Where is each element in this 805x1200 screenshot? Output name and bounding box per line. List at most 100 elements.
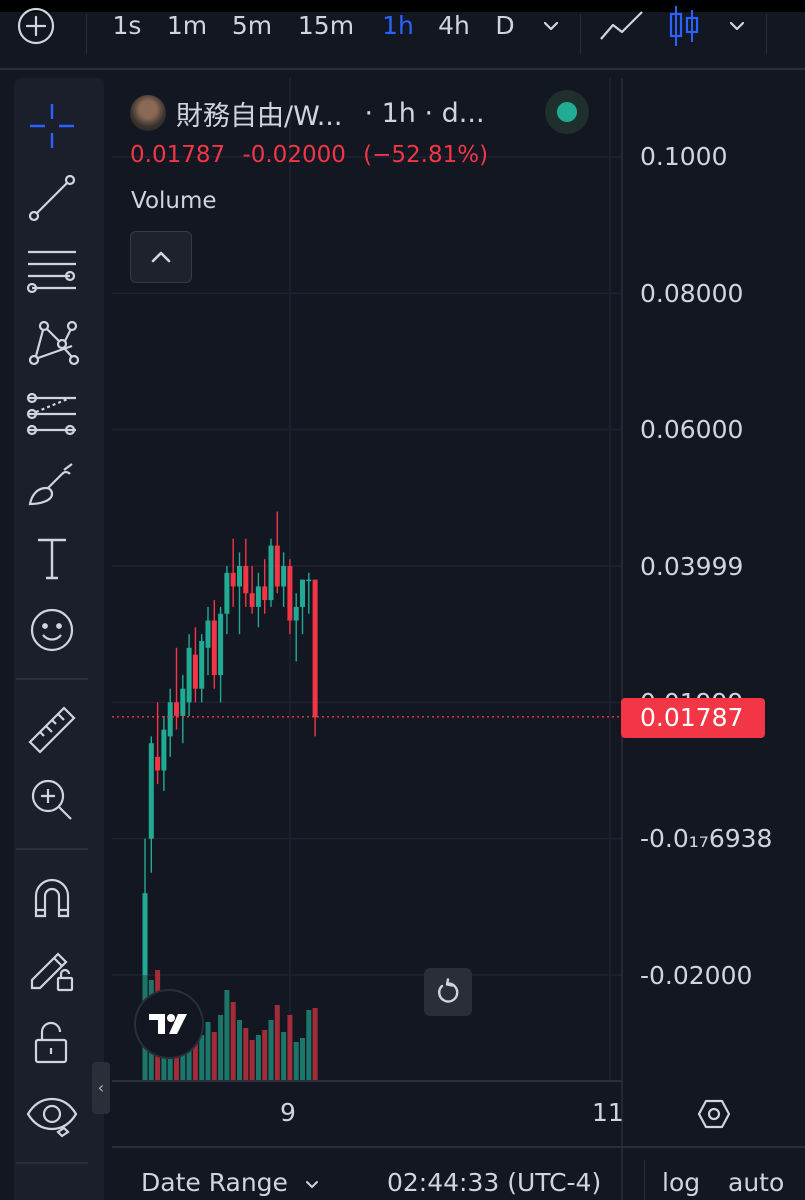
time-axis-label: 11 <box>592 1098 624 1127</box>
chart-type-dropdown-icon[interactable] <box>724 6 750 46</box>
candle-body <box>211 620 217 676</box>
tradingview-logo-icon <box>149 1014 187 1034</box>
lock-drawing-icon[interactable] <box>24 942 80 998</box>
volume-indicator-label[interactable]: Volume <box>131 188 217 214</box>
candle-body <box>300 579 305 607</box>
timeframe-4h[interactable]: 4h <box>438 11 470 40</box>
last-value: 0.01787 <box>130 142 226 168</box>
emoji-icon[interactable] <box>24 602 80 658</box>
auto-scale-toggle[interactable]: auto <box>728 1168 785 1197</box>
drawing-toolbar <box>14 78 104 1200</box>
volume-bar <box>211 1032 217 1080</box>
tradingview-logo[interactable] <box>136 991 202 1057</box>
line-chart-icon[interactable] <box>598 6 646 46</box>
fib-retracement-icon[interactable] <box>24 242 80 298</box>
trend-line-icon[interactable] <box>24 170 80 226</box>
chart-pane[interactable] <box>112 78 805 1200</box>
change-percent: (−52.81%) <box>363 142 489 168</box>
chart-settings-icon[interactable] <box>694 1094 734 1134</box>
volume-bar <box>312 1008 318 1080</box>
candle-body <box>205 620 211 648</box>
toolbar-divider <box>86 14 87 54</box>
symbol-legend[interactable]: 財務自由/W... · 1h · d... <box>130 93 485 133</box>
volume-bar <box>199 1035 205 1080</box>
bottom-bar <box>112 1146 805 1148</box>
timeframe-1h[interactable]: 1h <box>382 11 414 40</box>
price-axis-label: 0.06000 <box>640 415 744 444</box>
volume-bar <box>237 1020 242 1080</box>
magnet-icon[interactable] <box>24 870 80 926</box>
add-symbol-icon[interactable] <box>16 6 56 46</box>
avatar <box>130 95 166 131</box>
log-scale-toggle[interactable]: log <box>662 1168 701 1197</box>
time-axis-label: 9 <box>280 1098 296 1127</box>
volume-bar <box>255 1035 261 1080</box>
volume-bar <box>274 1005 280 1080</box>
ruler-icon[interactable] <box>24 700 80 756</box>
ohlc-values: 0.01787 -0.02000 (−52.81%) <box>130 142 498 168</box>
volume-bar <box>192 1025 198 1080</box>
chevron-up-icon <box>151 251 171 263</box>
change-value: -0.02000 <box>242 142 346 168</box>
timeframe-1m[interactable]: 1m <box>166 11 208 40</box>
candle-body <box>255 586 261 607</box>
date-range-label: Date Range <box>141 1168 288 1197</box>
collapse-sidebar-button[interactable]: ‹ <box>92 1062 110 1114</box>
crosshair-icon[interactable] <box>24 98 80 154</box>
symbol-name: 財務自由/W... <box>176 100 343 132</box>
pattern-icon[interactable] <box>24 314 80 370</box>
volume-bar <box>287 1015 293 1080</box>
volume-bar <box>249 1040 255 1080</box>
clock-display[interactable]: 02:44:33 (UTC-4) <box>387 1168 602 1197</box>
price-axis-label: -0.02000 <box>640 961 753 990</box>
timeframe-D[interactable]: D <box>495 11 515 40</box>
candle-body <box>287 566 293 621</box>
price-axis-label: 0.03999 <box>640 552 744 581</box>
reset-icon <box>438 978 459 1003</box>
volume-bar <box>300 1038 305 1080</box>
candle-body <box>199 640 205 689</box>
timeframe-15m[interactable]: 15m <box>297 11 355 40</box>
chevron-down-icon <box>305 1181 318 1189</box>
lock-icon[interactable] <box>24 1014 80 1070</box>
price-chart[interactable] <box>112 78 805 1200</box>
volume-bar <box>243 1028 249 1080</box>
candle-body <box>224 572 230 614</box>
candle-body <box>274 545 280 587</box>
candles-icon[interactable] <box>666 6 702 46</box>
candle-body <box>167 702 173 737</box>
timeframe-dropdown-icon[interactable] <box>538 6 564 46</box>
prediction-icon[interactable] <box>24 386 80 442</box>
zoom-in-icon[interactable] <box>24 772 80 828</box>
collapse-legend-button[interactable] <box>130 231 192 283</box>
volume-bar <box>230 1002 236 1080</box>
toolbar-divider <box>580 14 581 54</box>
candle-body <box>262 586 268 601</box>
volume-bar <box>218 1015 224 1080</box>
candle-body <box>174 702 179 716</box>
candle-body <box>148 743 154 839</box>
candle-body <box>186 647 192 703</box>
candle-body <box>161 729 167 771</box>
date-range-button[interactable]: Date Range <box>141 1168 322 1197</box>
candle-body <box>192 654 198 689</box>
candle-body <box>281 566 287 587</box>
reset-chart-button[interactable] <box>424 968 472 1016</box>
eye-icon[interactable] <box>24 1086 80 1142</box>
candle-body <box>218 613 224 676</box>
bottom-divider <box>644 1160 645 1200</box>
brush-icon[interactable] <box>24 458 80 514</box>
volume-bar <box>205 1022 211 1080</box>
volume-bar <box>293 1042 299 1080</box>
candle-body <box>155 756 161 771</box>
volume-bar <box>281 1032 287 1080</box>
candle-body <box>249 593 255 607</box>
last-price-label: 0.01787 <box>621 698 765 738</box>
timeframe-5m[interactable]: 5m <box>231 11 273 40</box>
candle-body <box>180 688 186 716</box>
timeframe-1s[interactable]: 1s <box>112 11 142 40</box>
text-icon[interactable] <box>24 530 80 586</box>
volume-bar <box>268 1020 274 1080</box>
price-axis-label: 0.1000 <box>640 142 728 171</box>
market-status-indicator[interactable] <box>545 90 589 134</box>
